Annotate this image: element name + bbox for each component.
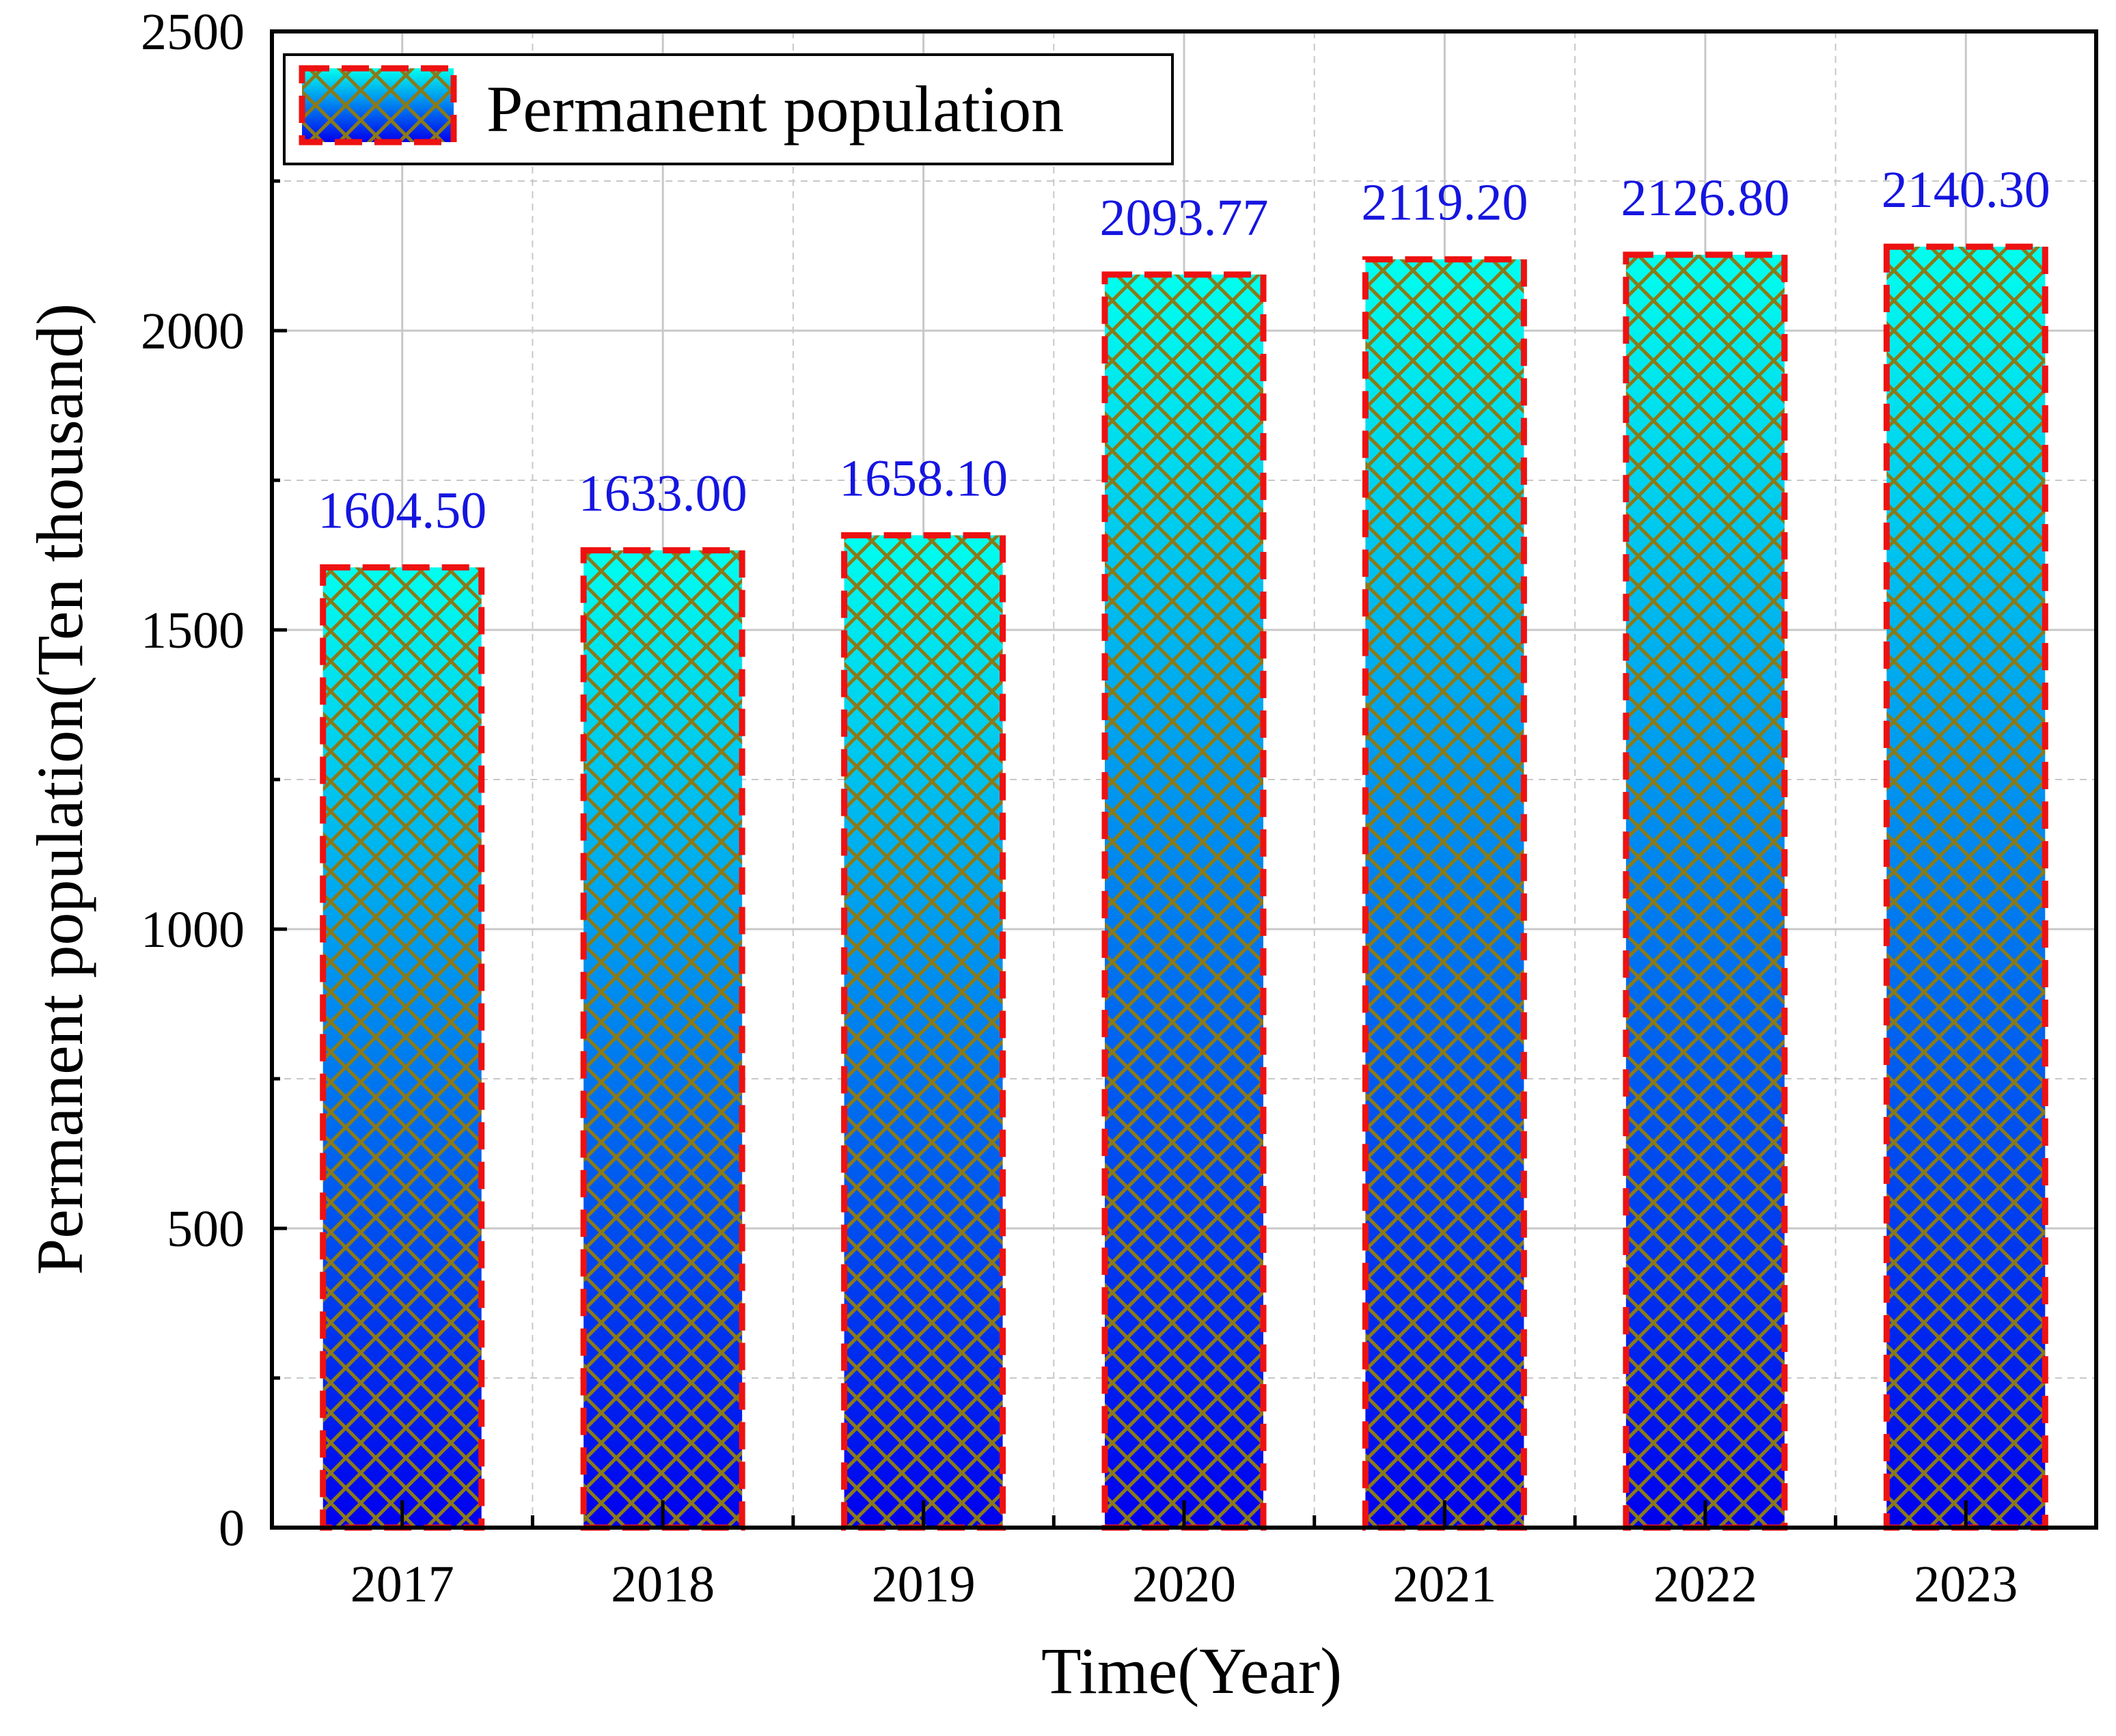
data-label: 2126.80 <box>1621 169 1789 227</box>
bar <box>1883 243 2048 1531</box>
x-tick-label: 2018 <box>611 1556 715 1613</box>
y-axis-title: Permanent population(Ten thousand) <box>23 303 96 1275</box>
bars <box>320 243 2048 1531</box>
x-tick-label: 2020 <box>1132 1556 1236 1613</box>
x-tick-label: 2017 <box>351 1556 454 1613</box>
x-tick-label: 2023 <box>1914 1556 2018 1613</box>
y-tick-label: 1000 <box>141 901 245 959</box>
bar <box>1362 256 1527 1531</box>
x-tick-label: 2022 <box>1653 1556 1757 1613</box>
y-tick-label: 2000 <box>141 303 245 360</box>
data-label: 1658.10 <box>839 450 1008 508</box>
data-label: 2140.30 <box>1882 161 2050 219</box>
x-tick-label: 2019 <box>872 1556 976 1613</box>
y-tick-label: 500 <box>167 1200 245 1258</box>
y-tick-label: 0 <box>219 1500 245 1557</box>
bar <box>580 547 745 1531</box>
y-tick-label: 2500 <box>141 3 245 61</box>
axes: 0 500 1000 1500 2000 2500 2017 2018 2019 2020 2021… <box>141 3 2098 1613</box>
data-label: 2093.77 <box>1100 189 1269 247</box>
x-axis-title: Time(Year) <box>1041 1634 1342 1707</box>
legend: Permanent population <box>283 53 1174 165</box>
data-label: 1604.50 <box>318 482 486 539</box>
bar <box>1101 271 1267 1531</box>
data-labels: 1604.50 1633.00 1658.10 2093.77 2119.20 2126.… <box>318 161 2050 539</box>
x-tick-label: 2021 <box>1392 1556 1496 1613</box>
bar <box>1623 251 1788 1531</box>
bar <box>841 532 1006 1531</box>
legend-swatch <box>299 65 457 146</box>
legend-label: Permanent population <box>486 72 1064 146</box>
data-label: 2119.20 <box>1361 174 1528 232</box>
data-label: 1633.00 <box>579 465 747 522</box>
y-tick-label: 1500 <box>141 602 245 659</box>
bar <box>320 564 485 1531</box>
